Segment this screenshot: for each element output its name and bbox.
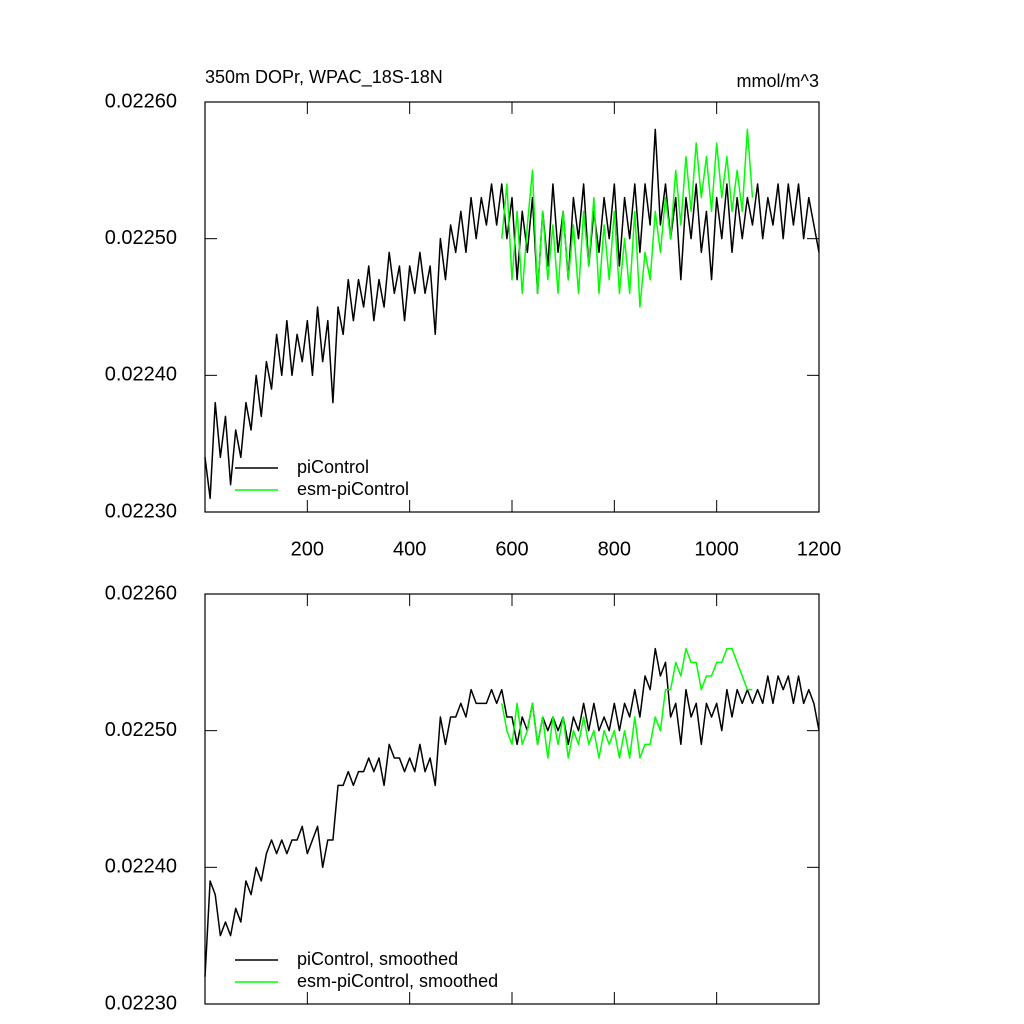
- series-line: [501, 128, 754, 308]
- y-tick-label: 0.02250: [105, 227, 177, 249]
- chart-title: 350m DOPr, WPAC_18S-18N: [205, 67, 443, 88]
- x-tick-label: 800: [598, 538, 631, 560]
- x-tick-label: 1200: [797, 538, 842, 560]
- y-tick-label: 0.02230: [105, 992, 177, 1014]
- x-tick-label: 200: [291, 538, 324, 560]
- legend-label: piControl, smoothed: [297, 949, 458, 969]
- plot-frame: [204, 593, 820, 1005]
- y-tick-label: 0.02240: [105, 856, 177, 878]
- y-tick-label: 0.02240: [105, 364, 177, 386]
- x-tick-label: 1000: [694, 538, 739, 560]
- legend-label: piControl: [297, 457, 369, 477]
- plot-frame: [204, 101, 820, 513]
- series-line: [204, 647, 820, 977]
- legend-label: esm-piControl, smoothed: [297, 971, 498, 991]
- y-tick-label: 0.02250: [105, 719, 177, 741]
- legend-label: esm-piControl: [297, 479, 409, 499]
- x-tick-label: 600: [495, 538, 528, 560]
- x-tick-label: 400: [393, 538, 426, 560]
- series-line: [501, 647, 753, 759]
- units-label: mmol/m^3: [737, 71, 819, 91]
- y-tick-label: 0.02260: [105, 90, 177, 112]
- y-tick-label: 0.02230: [105, 500, 177, 522]
- series-line: [204, 128, 820, 500]
- y-tick-label: 0.02260: [105, 582, 177, 604]
